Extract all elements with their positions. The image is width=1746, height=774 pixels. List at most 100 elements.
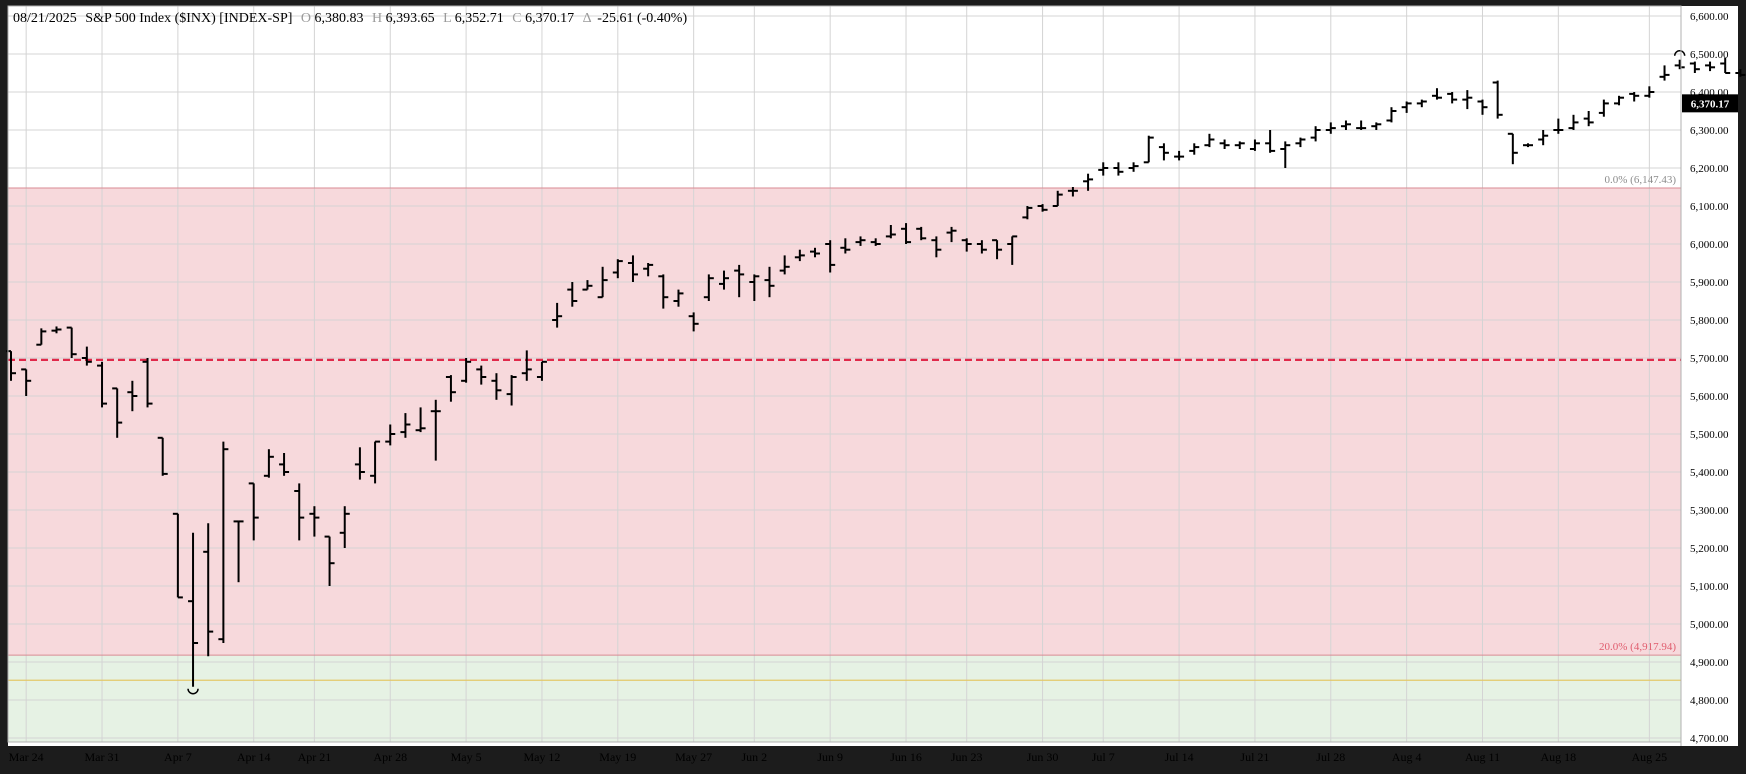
x-tick-label: Jul 7 [1092,750,1115,764]
ohlc-bar [673,289,684,307]
header-high-value: 6,393.65 [386,11,435,26]
x-tick-label: Jun 9 [817,750,843,764]
header-date: 08/21/2025 [13,11,77,26]
header-close-value: 6,370.17 [525,11,574,26]
ohlc-bar [51,326,62,334]
ohlc-bar [1720,57,1731,74]
fib-level-label: 20.0% (4,917.94) [1599,641,1676,653]
y-tick-label: 5,900.00 [1690,277,1729,289]
ohlc-bar [961,238,972,252]
last-price-tag [1682,94,1738,113]
ohlc-bar [1098,162,1109,176]
x-tick-label: Mar 31 [85,750,120,764]
x-tick-label: Jul 14 [1165,750,1194,764]
y-tick-label: 6,500.00 [1690,49,1729,61]
x-tick-label: Jul 21 [1240,750,1269,764]
y-tick-label: 5,400.00 [1690,467,1729,479]
ohlc-bar [718,270,729,290]
x-tick-label: Aug 25 [1632,750,1668,764]
ohlc-bar [688,312,699,332]
header-high-label: H [372,11,382,26]
swing-low-marker [187,688,199,695]
y-tick-label: 5,100.00 [1690,581,1729,593]
ohlc-bar [430,399,441,461]
ohlc-bar [1431,88,1442,100]
ohlc-bar [1477,99,1488,115]
x-tick-label: Apr 21 [298,750,332,764]
ohlc-bar [1614,95,1625,106]
ohlc-bar [491,373,502,400]
header-change-value: -25.61 (-0.40%) [597,11,687,26]
ohlc-bar [218,441,229,643]
ohlc-bar [885,225,896,239]
chart-header: 08/21/2025 S&P 500 Index ($INX) [INDEX-S… [13,11,687,26]
ohlc-bar [582,280,593,291]
y-tick-label: 5,600.00 [1690,391,1729,403]
y-tick-label: 5,200.00 [1690,543,1729,555]
ohlc-bar [1128,162,1139,172]
x-tick-label: Aug 18 [1541,750,1577,764]
y-tick-label: 5,800.00 [1690,315,1729,327]
header-open-value: 6,380.83 [315,11,364,26]
ohlc-bar [658,274,669,309]
y-tick-label: 5,000.00 [1690,619,1729,631]
ohlc-bar [66,326,77,358]
ohlc-bar [188,532,199,687]
ohlc-bar [825,240,836,273]
ohlc-bar [916,226,927,241]
ohlc-bar [203,523,214,657]
y-tick-label: 4,800.00 [1690,695,1729,707]
ohlc-bar [536,360,547,381]
ohlc-bar [1568,114,1579,130]
ohlc-bar [112,387,123,438]
ohlc-bar [1705,61,1716,72]
y-tick-label: 6,000.00 [1690,239,1729,251]
y-tick-label: 5,300.00 [1690,505,1729,517]
x-tick-label: Apr 28 [373,750,407,764]
x-tick-label: Jun 30 [1027,750,1059,764]
x-tick-label: Aug 11 [1465,750,1500,764]
header-low-value: 6,352.71 [455,11,504,26]
ohlc-bar [1325,122,1336,134]
ohlc-bar [1295,137,1306,148]
ohlc-bar [1340,120,1351,130]
ohlc-bar [1386,107,1397,123]
ohlc-bar [976,240,987,254]
ohlc-bar [81,346,92,366]
ohlc-bar [1158,143,1169,161]
x-tick-label: May 19 [599,750,636,764]
ohlc-bar [1007,235,1018,265]
ohlc-bar [794,249,805,262]
x-tick-label: Apr 14 [237,750,271,764]
ohlc-bar [1735,69,1746,77]
ohlc-bar [1083,173,1094,191]
x-tick-label: May 5 [451,750,482,764]
ohlc-bar [521,350,532,381]
ohlc-bar [764,266,775,298]
ohlc-bar [1143,135,1154,164]
ohlc-bar [339,506,350,548]
ohlc-bar [1507,132,1518,165]
ohlc-bar [385,424,396,446]
ohlc-bar [1583,111,1594,127]
ohlc-bar [1234,141,1245,149]
ohlc-bar [127,380,138,412]
ohlc-bar [870,238,881,246]
ohlc-bar [1644,86,1655,98]
ohlc-bar [1553,118,1564,134]
ohlc-bar [142,358,153,408]
header-close-label: C [512,11,521,26]
y-tick-label: 6,600.00 [1690,11,1729,23]
ohlc-bar [627,255,638,282]
y-tick-label: 6,100.00 [1690,201,1729,213]
ohlc-bar [901,223,912,244]
ohlc-bar [248,482,259,541]
ohlc-bar [1629,92,1640,102]
ohlc-bar [946,226,957,243]
ohlc-bar [810,247,821,258]
y-tick-label: 6,200.00 [1690,163,1729,175]
y-tick-label: 6,300.00 [1690,125,1729,137]
ohlc-bar [931,236,942,258]
